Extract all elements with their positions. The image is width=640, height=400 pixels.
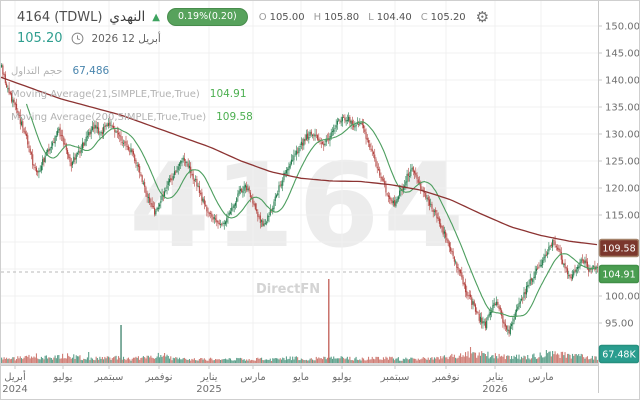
last-price: 105.20 (17, 31, 63, 46)
svg-text:2025: 2025 (196, 384, 221, 395)
svg-text:130.00: 130.00 (605, 130, 640, 141)
svg-text:120.00: 120.00 (605, 184, 640, 195)
indicator-row[interactable]: حجم التداول 67,486 (11, 65, 253, 77)
clock-icon (71, 32, 83, 45)
indicator-row[interactable]: Moving Average(21,SIMPLE,True,True) 104.… (11, 88, 253, 100)
svg-text:نوفمبر: نوفمبر (144, 372, 172, 383)
ohlc-label: H (313, 11, 322, 23)
ma-fast-line (25, 103, 598, 318)
svg-text:يناير: يناير (485, 372, 503, 383)
indicator-value: 67,486 (72, 65, 110, 77)
ohlc-value: 105.80 (324, 11, 360, 23)
svg-text:140.00: 140.00 (605, 76, 640, 87)
grid (1, 1, 598, 364)
svg-text:مارس: مارس (240, 372, 265, 383)
volume-series (1, 279, 598, 363)
indicator-row[interactable]: Moving Average(200,SIMPLE,True,True) 109… (11, 111, 253, 123)
ohlc-label: O (258, 11, 267, 23)
svg-text:67.48K: 67.48K (602, 350, 636, 361)
svg-text:104.91: 104.91 (602, 270, 635, 281)
svg-text:2024: 2024 (2, 384, 27, 395)
indicator-label: Moving Average(200,SIMPLE,True,True) (11, 111, 207, 123)
ohlc-pair: C 105.20 (421, 12, 466, 23)
svg-text:95.00: 95.00 (605, 319, 634, 330)
indicator-label: حجم التداول (11, 65, 63, 77)
brand-watermark: DirectFN (256, 282, 321, 297)
svg-text:100.00: 100.00 (605, 292, 640, 303)
ohlc-pair: H 105.80 (314, 12, 360, 23)
instrument-header: 4164 (TDWL) النهدي ▲ 0.19%(0.20) O 105.0… (17, 8, 489, 26)
svg-text:2026: 2026 (482, 384, 507, 395)
ohlc-pair: L 104.40 (368, 12, 412, 23)
indicator-value: 109.58 (216, 111, 253, 123)
symbol-code: 4164 (TDWL) (17, 9, 103, 25)
svg-text:135.00: 135.00 (605, 103, 640, 114)
price-up-arrow-icon: ▲ (152, 11, 160, 23)
indicator-label: Moving Average(21,SIMPLE,True,True) (11, 88, 200, 100)
svg-text:يناير: يناير (199, 372, 217, 383)
symbol-watermark: 4164 (129, 139, 468, 274)
settings-gear-icon[interactable]: ⚙ (475, 8, 490, 26)
chart-date: أبريل 12 2026 (91, 32, 161, 45)
svg-text:مارس: مارس (528, 372, 553, 383)
svg-text:أبريل: أبريل (4, 370, 26, 383)
svg-text:115.00: 115.00 (605, 211, 640, 222)
svg-text:يوليو: يوليو (331, 372, 351, 383)
ohlc-readout: O 105.00 H 105.80 L 104.40 C 105.20 (259, 12, 466, 23)
instrument-name: النهدي (109, 9, 146, 25)
ohlc-label: L (368, 11, 374, 23)
axis-value-badges: 109.58 104.91 67.48K (598, 238, 639, 364)
ohlc-value: 104.40 (376, 11, 412, 23)
svg-text:نوفمبر: نوفمبر (431, 372, 459, 383)
indicator-legend: حجم التداول 67,486 Moving Average(21,SIM… (11, 65, 253, 134)
svg-text:109.58: 109.58 (602, 244, 635, 255)
svg-text:يوليو: يوليو (52, 372, 72, 383)
svg-text:150.00: 150.00 (605, 22, 640, 33)
ohlc-pair: O 105.00 (259, 12, 305, 23)
svg-text:سبتمبر: سبتمبر (94, 372, 124, 383)
indicator-value: 104.91 (209, 88, 247, 100)
svg-text:سبتمبر: سبتمبر (380, 372, 410, 383)
change-badge: 0.19%(0.20) (166, 8, 248, 26)
svg-text:145.00: 145.00 (605, 49, 640, 60)
ohlc-value: 105.20 (430, 11, 466, 23)
ohlc-value: 105.00 (269, 11, 305, 23)
ohlc-label: C (420, 11, 428, 23)
last-price-row: 105.20 أبريل 12 2026 (17, 31, 161, 46)
svg-text:مايو: مايو (292, 372, 309, 383)
svg-text:125.00: 125.00 (605, 157, 640, 168)
ma-slow-line (1, 76, 598, 246)
